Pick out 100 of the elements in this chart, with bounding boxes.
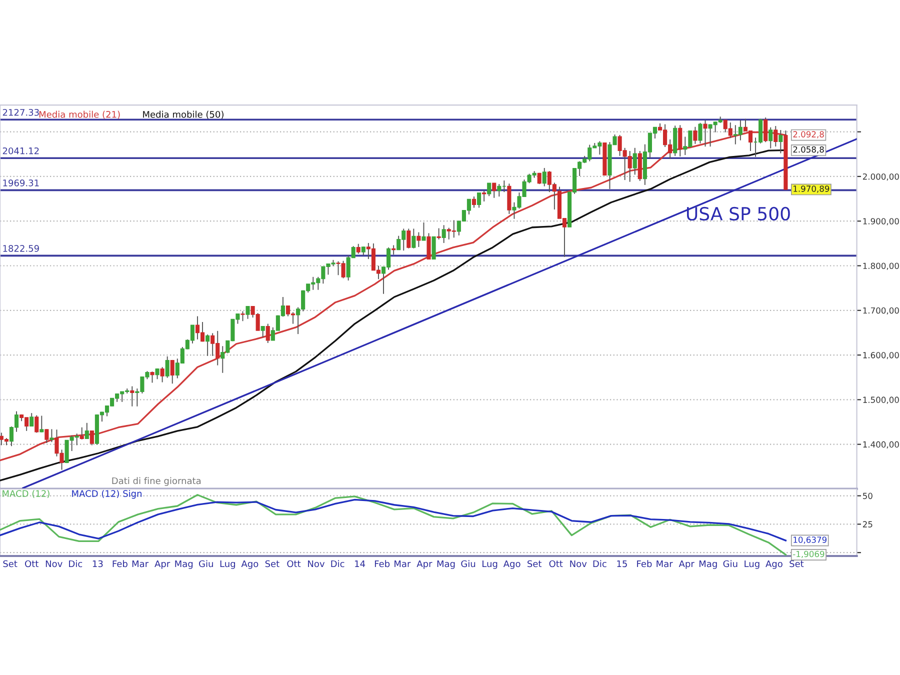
candlestick <box>392 244 396 256</box>
x-tick-label: Set <box>528 560 542 568</box>
annotation: 1.970,89 <box>794 186 830 193</box>
candlestick <box>492 182 496 198</box>
y-tick-label: 25 <box>862 521 872 528</box>
x-tick-label: Dic <box>593 560 606 568</box>
candlestick <box>436 228 441 240</box>
line-series <box>0 498 787 542</box>
candlestick <box>698 122 702 144</box>
ref-line-label: 1822.59 <box>3 245 39 252</box>
candlestick <box>50 428 54 443</box>
candlestick <box>84 422 89 440</box>
x-tick-label: Ott <box>549 560 563 568</box>
x-tick-label: Ago <box>766 560 782 569</box>
x-tick-label: Feb <box>637 560 652 568</box>
y-tick-label: 1.400,00 <box>863 441 899 448</box>
x-tick-label: Mar <box>132 560 149 568</box>
ref-line-label: 1969.31 <box>3 180 39 186</box>
candlestick <box>432 236 436 260</box>
candlestick <box>44 428 49 444</box>
candlestick <box>693 126 698 144</box>
x-tick-label: Lug <box>482 560 498 569</box>
candlestick <box>170 359 174 384</box>
candlestick <box>34 414 39 434</box>
candlestick <box>703 120 708 148</box>
x-tick-label: Apr <box>678 560 694 569</box>
candlestick <box>487 182 492 197</box>
data-label: 2.092,8 <box>793 131 824 138</box>
candlestick <box>412 228 416 249</box>
x-tick-label: Dic <box>69 560 82 568</box>
x-tick-label: Feb <box>112 560 128 568</box>
text: MACD (12) <box>2 490 50 498</box>
candlestick <box>482 190 486 202</box>
y-tick-label: 2.000,00 <box>862 173 899 181</box>
x-tick-label: Nov <box>46 560 62 568</box>
annotation: USA SP 500 <box>687 206 790 221</box>
x-tick-label: 14 <box>355 560 366 568</box>
candlestick <box>442 224 446 244</box>
y-tick-label: 50 <box>863 492 872 500</box>
candlestick <box>246 306 250 320</box>
x-tick-label: Set <box>265 560 280 568</box>
candlestick <box>426 232 431 260</box>
candlestick <box>507 183 512 214</box>
ref-line-label: 2041.12 <box>2 147 39 154</box>
text: Media mobile (21) <box>39 110 120 119</box>
x-tick-label: 15 <box>617 560 627 568</box>
candlestick <box>406 228 411 249</box>
candlestick <box>130 386 134 407</box>
x-tick-label: Mag <box>699 560 717 569</box>
x-tick-label: Ott <box>25 560 38 568</box>
candlestick <box>206 334 210 356</box>
candlestick <box>150 371 154 384</box>
x-tick-label: Mag <box>437 560 455 569</box>
y-tick-label: 1.500,00 <box>863 396 899 404</box>
candlestick <box>416 232 421 248</box>
x-tick-label: Giu <box>461 560 476 568</box>
candlestick <box>165 356 170 378</box>
x-tick-label: Apr <box>154 560 170 569</box>
text: MACD (12) Sign <box>72 490 142 499</box>
candlestick <box>80 426 84 440</box>
candlestick <box>266 323 270 344</box>
x-tick-label: Ago <box>241 560 258 569</box>
x-tick-label: Giu <box>199 560 213 568</box>
x-tick-label: Nov <box>570 560 587 568</box>
x-tick-label: 13 <box>92 560 103 568</box>
x-tick-label: Ago <box>503 560 520 569</box>
candlestick <box>40 415 44 433</box>
y-tick-label: 1.800,00 <box>863 262 899 270</box>
x-tick-label: Feb <box>374 560 390 568</box>
candlestick <box>260 326 265 338</box>
y-tick-label: 1.600,00 <box>863 352 899 360</box>
text: Media mobile (50) <box>143 110 224 119</box>
x-tick-label: Mar <box>656 560 673 568</box>
x-tick-label: Mar <box>394 560 411 568</box>
candlestick <box>160 366 164 383</box>
data-label: 10,6379 <box>794 536 827 544</box>
data-label: 2.058,8 <box>793 146 824 154</box>
candlestick <box>768 126 773 149</box>
x-tick-label: Nov <box>308 560 325 568</box>
x-tick-label: Dic <box>331 560 344 568</box>
candlestick <box>30 412 34 427</box>
candlestick <box>632 147 637 176</box>
candlestick <box>90 430 94 446</box>
candlestick <box>678 124 682 157</box>
x-tick-label: Mag <box>175 560 193 569</box>
ref-line-label: 2127.33 <box>2 108 39 116</box>
candlestick <box>476 192 482 208</box>
x-tick-label: Lug <box>744 560 760 569</box>
candlestick <box>778 130 783 154</box>
candlestick <box>422 222 426 241</box>
x-tick-label: Ott <box>287 560 301 568</box>
x-tick-label: Apr <box>416 560 432 569</box>
y-tick-label: 1.900,00 <box>863 218 899 226</box>
y-tick-label: 1.700,00 <box>863 307 899 315</box>
x-tick-label: Lug <box>220 560 236 569</box>
candlestick <box>240 310 245 322</box>
candlestick <box>764 117 768 143</box>
candlestick <box>472 196 476 208</box>
candlestick <box>774 126 778 148</box>
annotation: Dati di fine giornata <box>112 477 201 486</box>
